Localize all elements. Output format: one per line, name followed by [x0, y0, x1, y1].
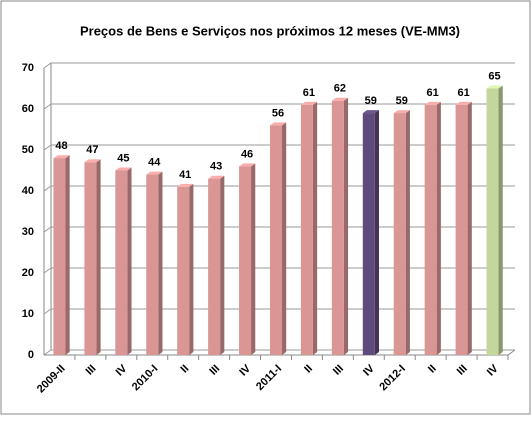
bar-side — [96, 159, 101, 355]
bar-top — [84, 159, 101, 163]
data-label: 48 — [55, 140, 67, 152]
data-label: 61 — [427, 87, 439, 99]
bar-top — [393, 110, 410, 114]
bar-side — [282, 122, 287, 356]
bar-side — [251, 163, 256, 355]
data-label: 46 — [241, 148, 253, 160]
data-label: 56 — [272, 107, 284, 119]
data-label: 59 — [396, 95, 408, 107]
bar-top — [115, 167, 132, 171]
data-label: 59 — [365, 95, 377, 107]
bar-side — [65, 155, 70, 355]
y-tick-label: 40 — [22, 185, 34, 197]
y-tick-label: 0 — [28, 349, 34, 361]
bar-top — [331, 97, 349, 101]
bar — [270, 125, 282, 356]
data-label: 44 — [148, 157, 161, 169]
data-label: 61 — [457, 87, 469, 99]
bar-top — [486, 85, 503, 89]
bar-side — [189, 183, 194, 355]
grid-line — [43, 103, 515, 110]
bar — [424, 104, 437, 356]
bar-top — [53, 155, 70, 159]
grid-line — [43, 267, 515, 274]
chart-title: Preços de Bens e Serviços nos próximos 1… — [80, 23, 460, 38]
bar — [177, 186, 190, 355]
y-tick-label: 50 — [22, 144, 34, 156]
y-tick-label: 60 — [22, 103, 34, 115]
bar — [84, 162, 97, 355]
data-label: 43 — [210, 161, 222, 173]
bar-top — [146, 171, 163, 175]
bar — [362, 113, 375, 355]
bar-top — [362, 110, 379, 114]
y-tick-label: 30 — [22, 226, 34, 238]
bar — [331, 100, 344, 355]
bar — [115, 170, 128, 355]
bar-top — [270, 122, 287, 126]
data-label: 65 — [488, 70, 500, 82]
bar-top — [455, 101, 472, 105]
bar — [393, 113, 406, 355]
data-label: 45 — [117, 152, 129, 164]
grid-line — [43, 308, 515, 315]
bar-side — [405, 110, 410, 355]
bar-side — [343, 97, 349, 356]
grid-line — [43, 349, 515, 356]
data-label: 61 — [303, 87, 315, 99]
data-label: 41 — [179, 169, 191, 181]
data-label: 62 — [334, 83, 346, 95]
bar-side — [374, 110, 379, 355]
bar-top — [424, 101, 441, 105]
bar-side — [127, 167, 132, 355]
bar-top — [300, 101, 318, 105]
bar — [53, 158, 66, 355]
grid-line — [43, 185, 515, 192]
bar-side — [498, 85, 503, 355]
bar-top — [239, 163, 256, 167]
bar — [208, 178, 221, 355]
grid-line — [43, 62, 515, 69]
y-tick-label: 70 — [22, 62, 34, 74]
y-tick-label: 10 — [22, 308, 34, 320]
grid-line — [43, 144, 515, 151]
bar — [146, 174, 159, 355]
bar-side — [312, 101, 318, 356]
bar-top — [208, 175, 225, 179]
y-tick-label: 20 — [22, 267, 34, 279]
bar-side — [467, 101, 472, 356]
bar-side — [220, 175, 225, 355]
bar — [486, 88, 499, 355]
bar-side — [158, 171, 163, 355]
bar — [239, 166, 252, 355]
bar-top — [177, 183, 194, 187]
data-label: 47 — [86, 144, 98, 156]
grid-line — [43, 226, 515, 233]
bar — [455, 104, 468, 356]
bar-side — [436, 101, 441, 356]
bar — [300, 104, 313, 356]
